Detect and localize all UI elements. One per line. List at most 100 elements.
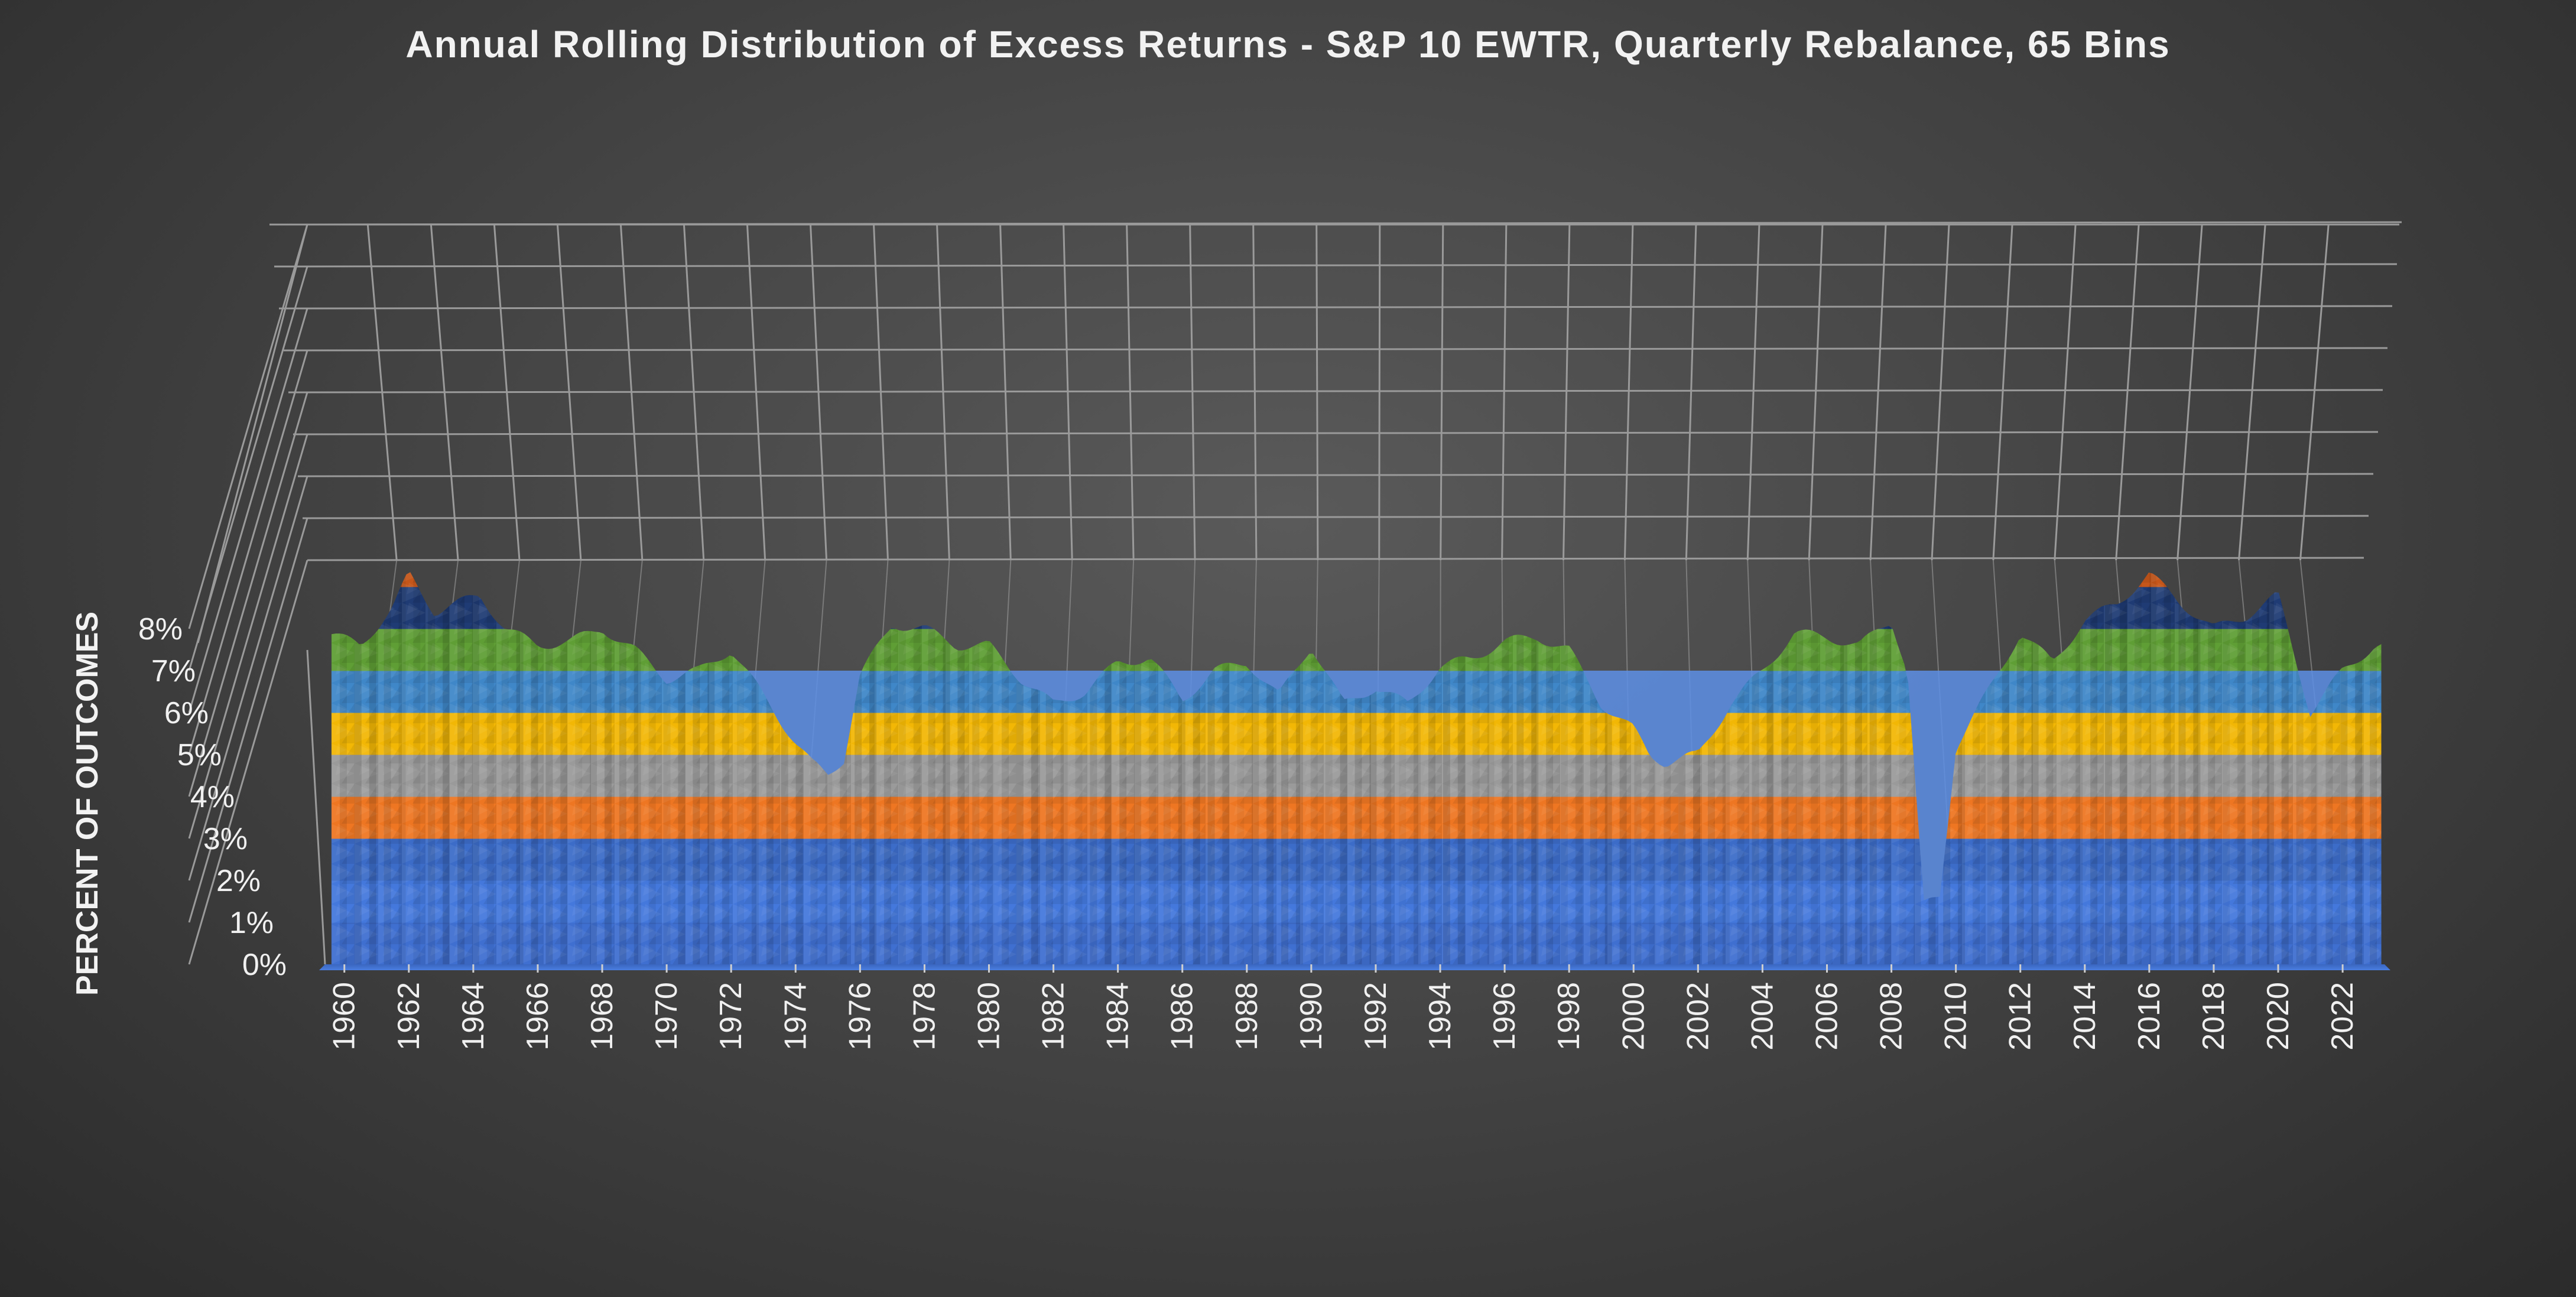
surface-shade [339,572,347,964]
surface-shade [1590,572,1597,964]
surface-shade [1399,572,1406,964]
surface-shade [898,572,906,964]
x-tick-label: 2012 [2003,982,2038,1051]
grid-line-x [1808,224,1824,561]
axis-ticks: 1960 1962 1964 1966 1968 1970 1972 1974 1976 1978… [138,612,2360,1051]
surface-shade [693,572,700,964]
surface-shade [1973,572,1980,964]
surface-shade [1369,572,1377,964]
surface-shade [457,572,465,964]
surface-shade [1443,572,1450,964]
surface-shade [781,572,788,964]
surface-shade [855,572,862,964]
z-tick-label: 5% [177,738,222,772]
surface-shade [1295,572,1303,964]
surface-shade [2208,572,2216,964]
grid-frame [306,649,326,965]
x-tick-label: 2008 [1875,982,1909,1051]
surface-shade [1825,572,1833,964]
surface-shade [2119,572,2127,964]
surface-shade [2281,572,2289,964]
surface-shade [1472,572,1480,964]
surface-shade [413,572,421,964]
surface-shade [443,572,450,964]
chart-title: Annual Rolling Distribution of Excess Re… [405,23,2171,66]
surface-shade [516,572,524,964]
surface-band [331,572,2382,587]
x-tick-label: 1984 [1101,982,1135,1051]
surface-shade [1163,572,1171,964]
x-tick-label: 1972 [714,982,748,1051]
surface-shade [2370,572,2377,964]
grid-line-x [2238,224,2266,561]
surface-shade [1634,572,1642,964]
x-tick-label: 1990 [1294,982,1328,1051]
x-tick-label: 1974 [778,982,813,1051]
surface-shade [2296,572,2304,964]
surface-shade [384,572,391,964]
surface-shade [1031,572,1038,964]
surface-shade [1914,572,1921,964]
x-tick-label: 2016 [2132,982,2166,1051]
grid-line-x [2177,224,2203,561]
surface-color-bands [331,572,2382,964]
grid-line-side [188,350,308,755]
surface-shade [1796,572,1804,964]
surface-shade [531,572,538,964]
surface-shade [398,572,406,964]
z-tick-label: 0% [242,948,287,982]
x-tick-label: 2000 [1616,982,1651,1051]
z-tick-label: 6% [164,696,209,730]
surface-shade [486,572,494,964]
surface-shade [428,572,436,964]
surface-shade [737,572,744,964]
surface-shade [354,572,362,964]
x-tick-label: 1966 [521,982,555,1051]
surface-shade [987,572,995,964]
surface-shade [2031,572,2039,964]
surface-shade [1075,572,1083,964]
x-tick-label: 2022 [2325,982,2360,1051]
surface-shade [913,572,921,964]
surface-shade [648,572,656,964]
surface-shade [869,572,877,964]
surface-shade [943,572,950,964]
x-tick-label: 1996 [1487,982,1522,1051]
surface-shade [2237,572,2245,964]
grid-line-side [188,560,308,965]
grid-line-x [1440,224,1444,561]
surface-shade [1884,572,1892,964]
x-tick-label: 1994 [1423,982,1457,1051]
surface-shade [1060,572,1068,964]
surface-shade [1840,572,1847,964]
surface-shade [619,572,626,964]
surface-shade [2134,572,2142,964]
surface-shade [560,572,568,964]
surface-shade [663,572,671,964]
surface-shade [1752,572,1759,964]
x-tick-label: 1982 [1037,982,1071,1051]
surface-shade [1457,572,1465,964]
grid-line-z [288,389,2383,394]
surface-shade [707,572,715,964]
grid-line-x [1869,224,1887,561]
surface-shade [1222,572,1230,964]
surface-shade [1561,572,1568,964]
surface-shade [1987,572,1994,964]
surface-shade [575,572,583,964]
surface-shade [1237,572,1245,964]
surface-shade [1325,572,1333,964]
grid-line-z [297,473,2374,477]
grid-line-z [293,431,2379,435]
grid-line-x [1563,224,1571,561]
surface-shade [2105,572,2113,964]
grid-line-x [1623,224,1634,561]
surface-shade [1340,572,1347,964]
surface-shade [1105,572,1112,964]
surface-shade [2016,572,2024,964]
grid-line-z [307,557,2364,561]
grid-line-z [274,263,2398,268]
grid-line-x [2115,224,2140,561]
surface-shade [1178,572,1185,964]
